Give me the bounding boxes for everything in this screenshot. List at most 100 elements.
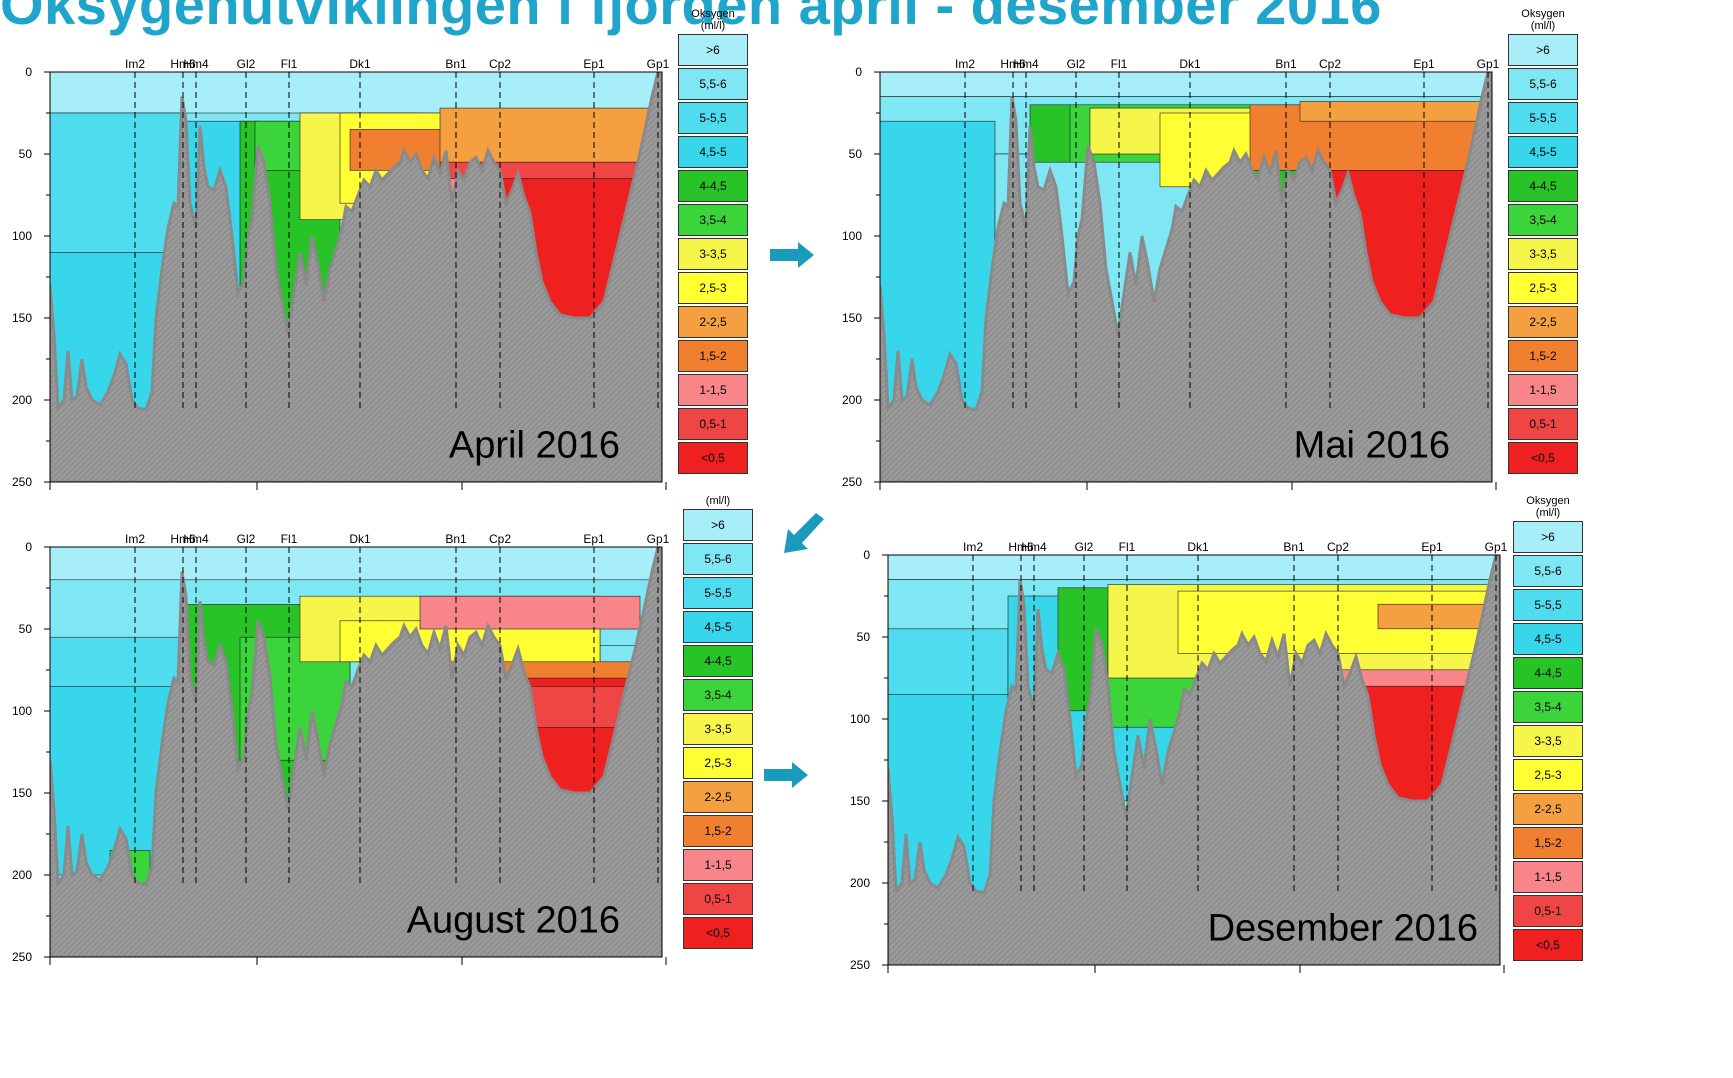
y-tick-label: 250 xyxy=(842,475,862,489)
legend-swatch: <0,5 xyxy=(678,442,748,474)
station-label: Gl2 xyxy=(1075,540,1094,554)
y-tick-label: 100 xyxy=(842,229,862,243)
legend-title: Oksygen xyxy=(691,8,735,20)
legend-swatch: 2,5-3 xyxy=(678,272,748,304)
station-label: Im2 xyxy=(963,540,983,554)
station-label: Hm6 xyxy=(170,532,196,546)
legend-swatch: 1-1,5 xyxy=(1508,374,1578,406)
arrow-right-icon xyxy=(764,762,808,788)
station-label: Hm6 xyxy=(1008,540,1034,554)
station-label: Cp2 xyxy=(489,532,511,546)
legend-swatch: 1,5-2 xyxy=(683,815,753,847)
legend-unit: (ml/l) xyxy=(1535,507,1561,519)
oxygen-region xyxy=(439,107,661,163)
y-tick-label: 0 xyxy=(855,65,862,79)
y-tick-label: 250 xyxy=(12,950,32,964)
month-label: August 2016 xyxy=(407,899,620,941)
section-plot xyxy=(50,547,662,957)
month-label: Desember 2016 xyxy=(1208,907,1478,949)
legend-swatch: 5-5,5 xyxy=(678,102,748,134)
legend-swatch: 4-4,5 xyxy=(1508,170,1578,202)
legend-swatch: 4,5-5 xyxy=(1513,623,1583,655)
legend-swatch: >6 xyxy=(1508,34,1578,66)
legend-swatch: 5,5-6 xyxy=(678,68,748,100)
legend-swatch: 5-5,5 xyxy=(683,577,753,609)
seabed xyxy=(880,72,1492,482)
legend-unit: (ml/l) xyxy=(700,20,726,32)
oxygen-legend: (ml/l) >6 5,5-6 5-5,5 4,5-5 4-4,5 3,5-4 3-3,5 2,… xyxy=(683,495,753,949)
legend-swatch: 5,5-6 xyxy=(1513,555,1583,587)
oxygen-region xyxy=(1377,603,1489,630)
y-tick-label: 0 xyxy=(25,65,32,79)
station-label: Fl1 xyxy=(1111,57,1128,71)
station-label: Fl1 xyxy=(281,57,298,71)
y-tick-label: 50 xyxy=(857,630,871,644)
station-label: Bn1 xyxy=(445,532,467,546)
station-label: Ep1 xyxy=(583,57,605,71)
y-tick-label: 0 xyxy=(863,548,870,562)
station-label: Dk1 xyxy=(349,532,371,546)
station-label: Hm6 xyxy=(1000,57,1026,71)
legend-swatch: >6 xyxy=(683,509,753,541)
legend-swatch: 0,5-1 xyxy=(1508,408,1578,440)
legend-swatch: 3,5-4 xyxy=(1508,204,1578,236)
y-tick-label: 50 xyxy=(19,147,33,161)
section-plot xyxy=(50,72,662,482)
legend-swatch: 1-1,5 xyxy=(678,374,748,406)
legend-swatch: 2-2,5 xyxy=(683,781,753,813)
legend-unit: (ml/l) xyxy=(1530,20,1556,32)
y-tick-label: 50 xyxy=(849,147,863,161)
station-label: Bn1 xyxy=(1283,540,1305,554)
oxygen-region xyxy=(50,72,662,114)
page-title: Oksygenutviklingen i fjorden april - des… xyxy=(0,0,1382,36)
station-label: Hm4 xyxy=(183,532,209,546)
section-plot xyxy=(880,72,1492,482)
legend-swatch: 2-2,5 xyxy=(1508,306,1578,338)
seabed xyxy=(888,555,1500,965)
y-tick-label: 250 xyxy=(12,475,32,489)
oxygen-region xyxy=(1299,101,1491,122)
y-tick-label: 150 xyxy=(842,311,862,325)
legend-swatch: 4,5-5 xyxy=(1508,136,1578,168)
legend-swatch: 4-4,5 xyxy=(1513,657,1583,689)
y-tick-label: 200 xyxy=(842,393,862,407)
legend-swatch: 5,5-6 xyxy=(1508,68,1578,100)
station-label: Im2 xyxy=(125,532,145,546)
station-label: Cp2 xyxy=(1327,540,1349,554)
legend-swatch: >6 xyxy=(678,34,748,66)
legend-swatch: <0,5 xyxy=(1508,442,1578,474)
legend-swatch: 1,5-2 xyxy=(1513,827,1583,859)
station-label: Gp1 xyxy=(1485,540,1508,554)
legend-swatch: 3-3,5 xyxy=(678,238,748,270)
section-plot xyxy=(888,555,1500,965)
oxygen-legend: Oksygen (ml/l) >6 5,5-6 5-5,5 4,5-5 4-4,5 3,5-4… xyxy=(1513,495,1583,961)
station-label: Dk1 xyxy=(1179,57,1201,71)
station-label: Fl1 xyxy=(1119,540,1136,554)
station-label: Bn1 xyxy=(1275,57,1297,71)
station-label: Gp1 xyxy=(647,57,670,71)
legend-swatch: <0,5 xyxy=(1513,929,1583,961)
y-tick-label: 0 xyxy=(25,540,32,554)
y-tick-label: 200 xyxy=(850,876,870,890)
legend-swatch: 4-4,5 xyxy=(678,170,748,202)
oxygen-region xyxy=(50,547,662,581)
station-label: Gl2 xyxy=(237,57,256,71)
y-tick-label: 100 xyxy=(850,712,870,726)
legend-swatch: 0,5-1 xyxy=(1513,895,1583,927)
legend-swatch: 3,5-4 xyxy=(683,679,753,711)
y-tick-label: 200 xyxy=(12,868,32,882)
legend-swatch: 2,5-3 xyxy=(1513,759,1583,791)
month-label: April 2016 xyxy=(449,424,620,466)
station-label: Gl2 xyxy=(237,532,256,546)
station-label: Hm4 xyxy=(183,57,209,71)
oxygen-region xyxy=(419,595,641,630)
legend-swatch: 3,5-4 xyxy=(678,204,748,236)
station-label: Gp1 xyxy=(1477,57,1500,71)
station-label: Dk1 xyxy=(349,57,371,71)
y-tick-label: 50 xyxy=(19,622,33,636)
station-label: Hm4 xyxy=(1013,57,1039,71)
legend-swatch: >6 xyxy=(1513,521,1583,553)
y-tick-label: 150 xyxy=(12,786,32,800)
